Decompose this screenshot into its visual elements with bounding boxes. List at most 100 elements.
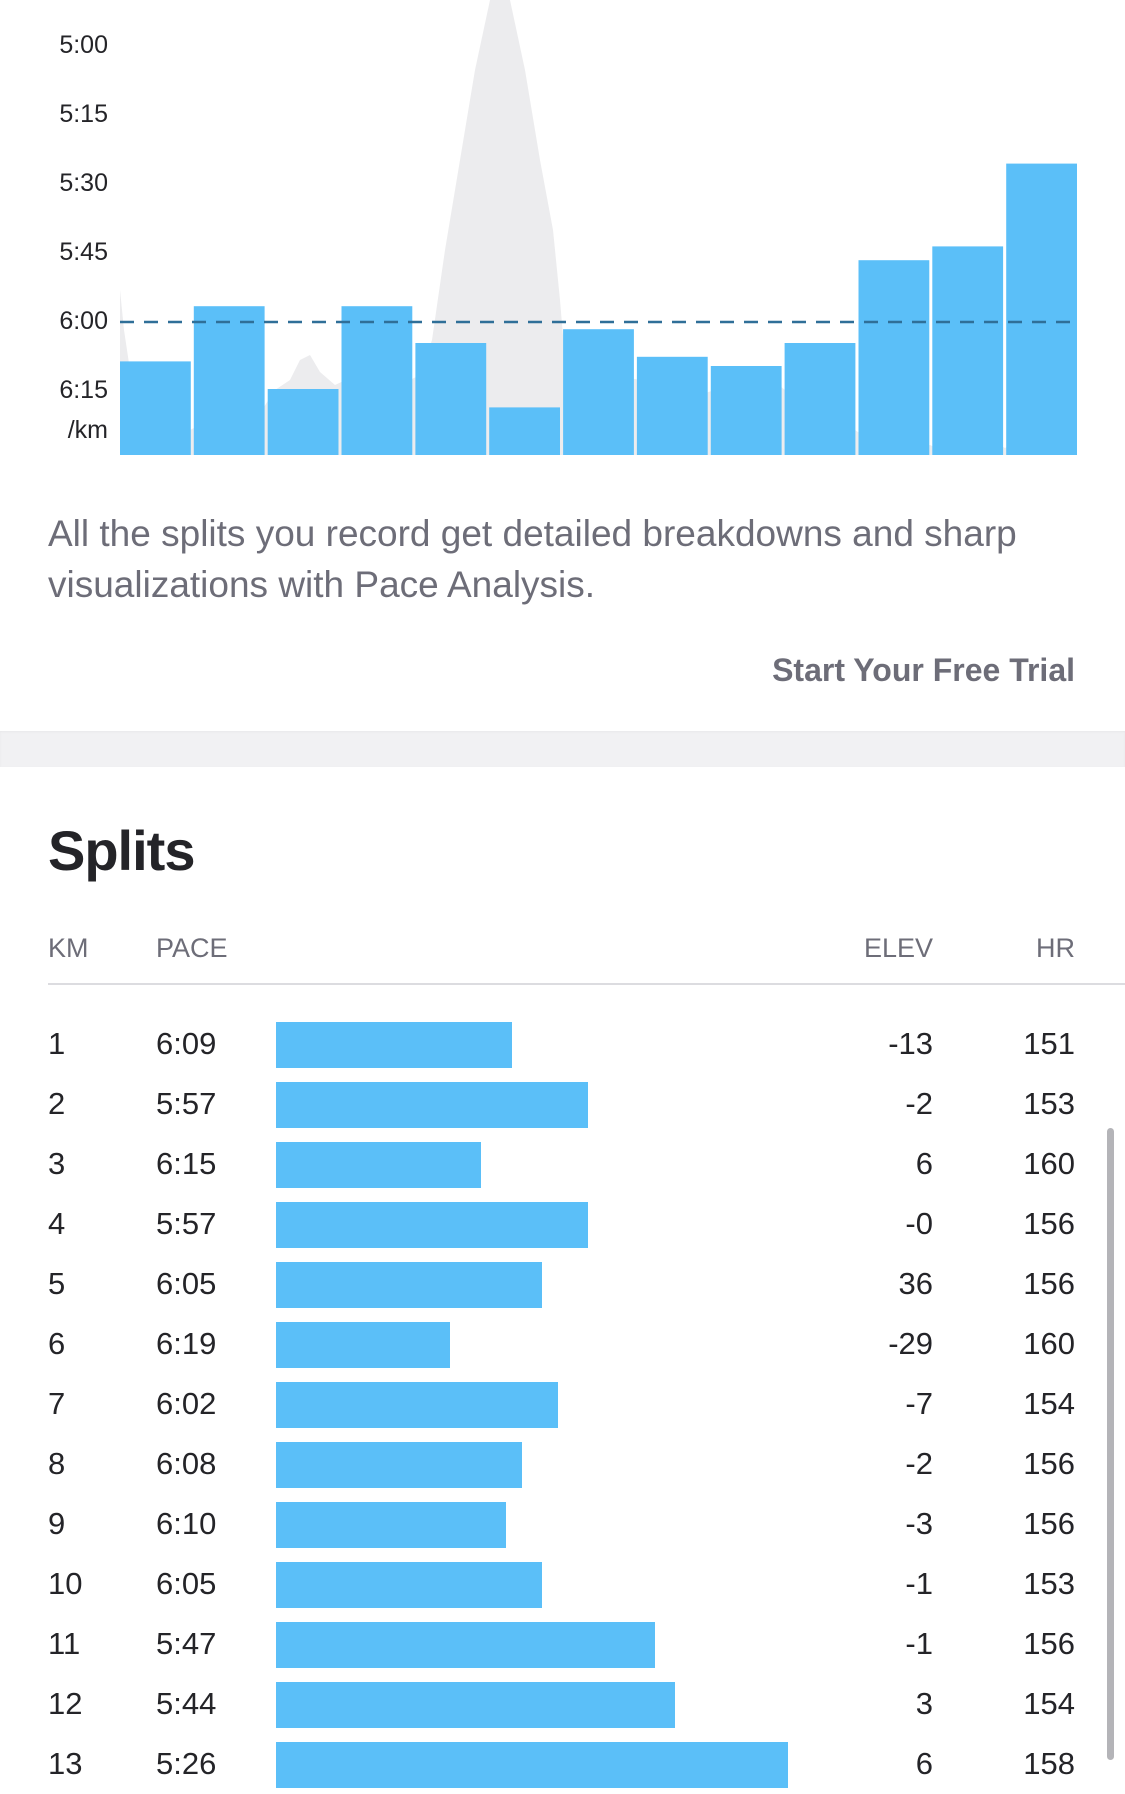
split-km: 1 [48, 1026, 66, 1061]
y-tick-label: 5:30 [59, 169, 108, 197]
table-row: 9 6:10 -3 156 [0, 1494, 1125, 1554]
pace-bar [932, 246, 1004, 455]
split-km: 13 [48, 1746, 83, 1781]
split-heart-rate: 154 [1023, 1386, 1075, 1421]
column-header-hr: HR [1036, 933, 1075, 963]
table-row: 13 5:26 6 158 [0, 1734, 1125, 1794]
y-tick-label: 5:00 [59, 31, 108, 59]
pace-bar [341, 306, 413, 455]
pace-bar [710, 366, 782, 455]
pace-bar [784, 343, 856, 455]
split-pace: 5:57 [156, 1086, 217, 1121]
split-pace: 5:26 [156, 1746, 217, 1781]
pace-bar [193, 306, 265, 455]
split-pace: 6:08 [156, 1446, 217, 1481]
split-heart-rate: 158 [1023, 1746, 1075, 1781]
split-pace-bar [276, 1742, 788, 1788]
split-km: 7 [48, 1386, 66, 1421]
split-heart-rate: 154 [1023, 1686, 1075, 1721]
split-km: 6 [48, 1326, 66, 1361]
y-tick-label: 5:15 [59, 100, 108, 128]
split-elevation: -1 [905, 1626, 933, 1661]
y-tick-label: 6:15 [59, 376, 108, 404]
split-heart-rate: 156 [1023, 1626, 1075, 1661]
split-pace: 6:19 [156, 1326, 217, 1361]
split-pace: 5:47 [156, 1626, 217, 1661]
split-elevation: 36 [898, 1266, 933, 1301]
y-axis: 5:00 5:15 5:30 5:45 6:00 6:15/km [59, 31, 108, 444]
pace-bar [636, 356, 708, 455]
split-elevation: 6 [915, 1746, 933, 1781]
split-heart-rate: 156 [1023, 1506, 1075, 1541]
split-elevation: -13 [888, 1026, 933, 1061]
split-heart-rate: 153 [1023, 1566, 1075, 1601]
split-heart-rate: 160 [1023, 1146, 1075, 1181]
column-header-km: KM [48, 933, 89, 963]
table-row: 8 6:08 -2 156 [0, 1434, 1125, 1494]
pace-bar [563, 329, 634, 455]
split-pace: 6:05 [156, 1266, 217, 1301]
table-row: 4 5:57 -0 156 [0, 1194, 1125, 1254]
splits-title: Splits [48, 819, 195, 882]
table-row: 7 6:02 -7 154 [0, 1374, 1125, 1434]
split-elevation: 6 [915, 1146, 933, 1181]
split-pace-bar [276, 1442, 522, 1488]
split-elevation: -1 [905, 1566, 933, 1601]
split-heart-rate: 156 [1023, 1266, 1075, 1301]
column-header-pace: PACE [156, 933, 228, 963]
split-km: 2 [48, 1086, 66, 1121]
split-pace-bar [276, 1382, 558, 1428]
split-km: 10 [48, 1566, 83, 1601]
split-elevation: -3 [905, 1506, 933, 1541]
pace-bars [120, 163, 1077, 455]
table-row: 2 5:57 -2 153 [0, 1074, 1125, 1134]
split-pace-bar [276, 1502, 506, 1548]
section-divider [0, 731, 1125, 767]
split-elevation: -29 [888, 1326, 933, 1361]
split-km: 12 [48, 1686, 83, 1721]
table-row: 12 5:44 3 154 [0, 1674, 1125, 1734]
pace-chart: 5:00 5:15 5:30 5:45 6:00 6:15/km [59, 0, 1077, 455]
pace-bar [120, 361, 191, 455]
split-heart-rate: 160 [1023, 1326, 1075, 1361]
table-row: 10 6:05 -1 153 [0, 1554, 1125, 1614]
header-divider [48, 983, 1125, 985]
split-pace: 6:15 [156, 1146, 217, 1181]
split-pace-bar [276, 1142, 481, 1188]
split-pace: 6:09 [156, 1026, 217, 1061]
split-pace-bar [276, 1022, 512, 1068]
scrollbar[interactable] [1107, 1128, 1114, 1760]
start-free-trial-link[interactable]: Start Your Free Trial [772, 652, 1075, 688]
split-pace-bar [276, 1202, 588, 1248]
split-pace: 6:02 [156, 1386, 217, 1421]
split-km: 9 [48, 1506, 66, 1541]
split-heart-rate: 156 [1023, 1206, 1075, 1241]
split-heart-rate: 151 [1023, 1026, 1075, 1061]
split-elevation: 3 [915, 1686, 933, 1721]
split-km: 4 [48, 1206, 66, 1241]
table-row: 11 5:47 -1 156 [0, 1614, 1125, 1674]
split-pace: 6:05 [156, 1566, 217, 1601]
y-unit-label: /km [68, 416, 108, 444]
table-row: 3 6:15 6 160 [0, 1134, 1125, 1194]
y-tick-label: 5:45 [59, 238, 108, 266]
y-tick-label: 6:00 [59, 307, 108, 335]
split-km: 3 [48, 1146, 66, 1181]
pace-analysis-promo-text: All the splits you record get detailed b… [48, 513, 1017, 605]
split-km: 5 [48, 1266, 66, 1301]
split-elevation: -0 [905, 1206, 933, 1241]
split-km: 11 [48, 1626, 81, 1661]
split-pace-bar [276, 1562, 542, 1608]
table-row: 6 6:19 -29 160 [0, 1314, 1125, 1374]
pace-bar [858, 260, 930, 455]
pace-bar [1006, 163, 1077, 455]
split-elevation: -2 [905, 1086, 933, 1121]
split-pace: 6:10 [156, 1506, 217, 1541]
split-pace-bar [276, 1622, 655, 1668]
split-heart-rate: 153 [1023, 1086, 1075, 1121]
pace-bar [489, 407, 560, 455]
split-heart-rate: 156 [1023, 1446, 1075, 1481]
split-pace: 5:44 [156, 1686, 217, 1721]
pace-bar [267, 389, 339, 455]
table-row: 1 6:09 -13 151 [0, 1014, 1125, 1074]
